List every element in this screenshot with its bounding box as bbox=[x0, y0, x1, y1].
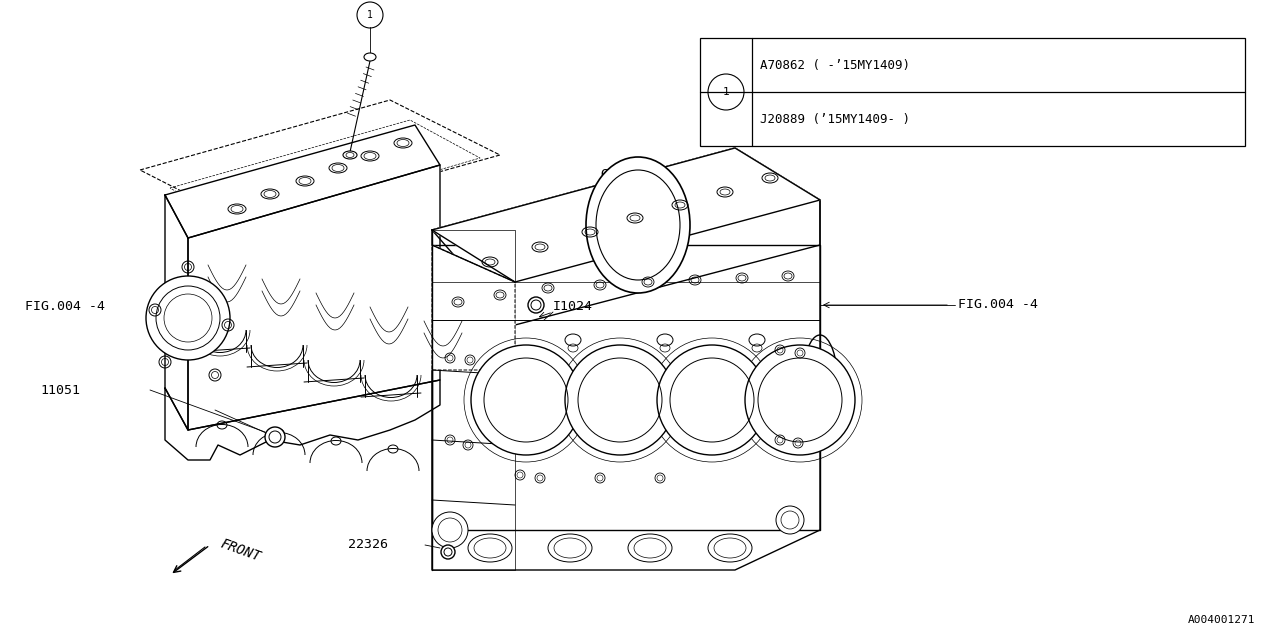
Circle shape bbox=[471, 345, 581, 455]
Text: A004001271: A004001271 bbox=[1188, 615, 1254, 625]
Circle shape bbox=[657, 345, 767, 455]
Polygon shape bbox=[433, 245, 820, 530]
Circle shape bbox=[265, 427, 285, 447]
Polygon shape bbox=[433, 148, 820, 282]
Text: G78605: G78605 bbox=[600, 168, 648, 182]
Text: 1: 1 bbox=[723, 87, 730, 97]
Text: FRONT: FRONT bbox=[218, 536, 262, 564]
Ellipse shape bbox=[548, 534, 591, 562]
Text: FIG.004 -4: FIG.004 -4 bbox=[26, 301, 105, 314]
Polygon shape bbox=[433, 148, 820, 325]
Ellipse shape bbox=[343, 151, 357, 159]
Ellipse shape bbox=[628, 534, 672, 562]
Circle shape bbox=[776, 506, 804, 534]
Ellipse shape bbox=[468, 534, 512, 562]
Text: FIG.004 -4: FIG.004 -4 bbox=[957, 298, 1038, 312]
Circle shape bbox=[433, 512, 468, 548]
Polygon shape bbox=[188, 165, 440, 430]
Text: 1: 1 bbox=[367, 10, 372, 20]
Polygon shape bbox=[433, 148, 820, 570]
Ellipse shape bbox=[586, 157, 690, 293]
Polygon shape bbox=[165, 195, 188, 430]
Polygon shape bbox=[433, 230, 515, 570]
Text: 11051: 11051 bbox=[40, 383, 79, 397]
Ellipse shape bbox=[708, 534, 753, 562]
Bar bbox=[700, 38, 1245, 146]
Circle shape bbox=[745, 345, 855, 455]
Text: J20889 (’15MY1409- ): J20889 (’15MY1409- ) bbox=[760, 113, 910, 125]
Polygon shape bbox=[165, 125, 440, 238]
Polygon shape bbox=[165, 380, 440, 460]
Ellipse shape bbox=[364, 53, 376, 61]
Circle shape bbox=[564, 345, 675, 455]
Text: I1024: I1024 bbox=[553, 301, 593, 314]
Circle shape bbox=[529, 297, 544, 313]
Circle shape bbox=[442, 545, 454, 559]
Polygon shape bbox=[433, 245, 515, 370]
Text: A70862 ( -’15MY1409): A70862 ( -’15MY1409) bbox=[760, 58, 910, 72]
Text: 22326: 22326 bbox=[348, 538, 388, 552]
Circle shape bbox=[146, 276, 230, 360]
